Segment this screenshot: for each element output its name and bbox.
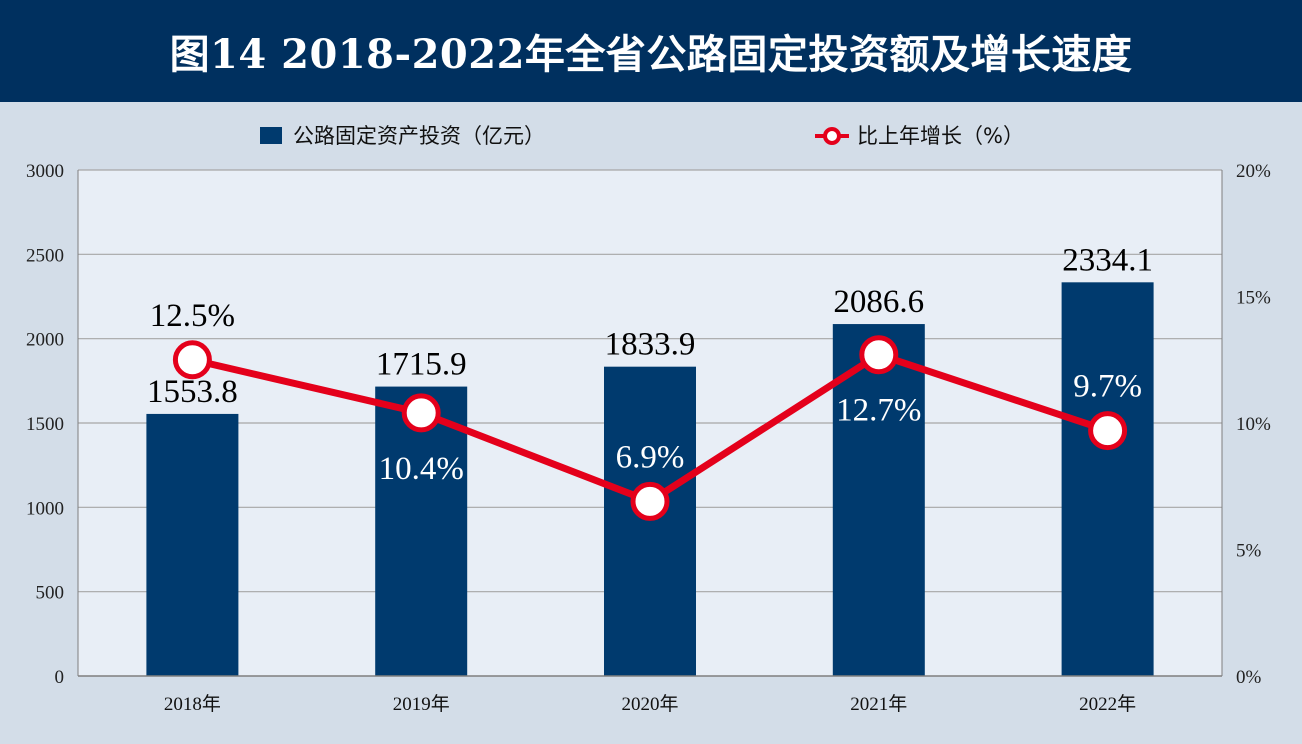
y-left-tick-label: 2000: [26, 330, 64, 351]
y-right-tick-label: 20%: [1236, 161, 1271, 182]
bar: [375, 386, 468, 676]
line-series: [172, 335, 1128, 521]
growth-marker: [401, 393, 441, 433]
growth-value-label: 9.7%: [1073, 369, 1142, 405]
legend-line-label: 比上年增长（%）: [857, 124, 1024, 148]
bar-value-label: 1553.8: [147, 374, 238, 410]
y-left-tick-label: 500: [36, 583, 65, 604]
axes: 0 500 1000 1500 2000 2500 3000 0% 5% 10% 15% 20% 201…: [26, 161, 1271, 715]
x-tick-label: 2022年: [1079, 693, 1136, 715]
legend-bar-swatch: [260, 127, 282, 144]
growth-value-label: 6.9%: [616, 439, 685, 475]
growth-value-label: 10.4%: [379, 451, 464, 487]
y-left-tick-label: 0: [55, 667, 65, 688]
data-labels: 1553.8 1715.9 1833.9 2086.6 2334.1 12.5% 10.4%…: [147, 242, 1153, 487]
bar-series: [146, 282, 1154, 676]
bar: [146, 413, 239, 676]
bar: [604, 366, 696, 676]
legend: 公路固定资产投资（亿元） 比上年增长（%）: [260, 124, 1024, 148]
y-left-tick-label: 2500: [26, 245, 64, 266]
bar-value-label: 1833.9: [605, 327, 696, 363]
growth-value-label: 12.7%: [836, 393, 921, 429]
y-right-tick-label: 0%: [1236, 667, 1262, 688]
y-left-tick-label: 3000: [26, 161, 64, 182]
growth-marker: [630, 481, 670, 521]
bar-value-label: 2086.6: [833, 284, 924, 320]
chart-area: 公路固定资产投资（亿元） 比上年增长（%） 1553.8 1715.9 1833.9…: [0, 102, 1302, 740]
bar-value-label: 2334.1: [1062, 242, 1153, 278]
bar-value-label: 1715.9: [376, 347, 467, 383]
x-tick-label: 2019年: [393, 693, 450, 715]
growth-marker: [859, 335, 899, 375]
chart-title: 图14 2018-2022年全省公路固定投资额及增长速度: [0, 0, 1302, 102]
growth-marker: [1088, 411, 1128, 451]
bar: [832, 324, 925, 676]
y-left-tick-label: 1000: [26, 498, 64, 519]
combo-chart: 公路固定资产投资（亿元） 比上年增长（%） 1553.8 1715.9 1833.9…: [26, 124, 1271, 715]
x-tick-label: 2021年: [850, 693, 907, 715]
y-left-tick-label: 1500: [26, 414, 64, 435]
growth-marker: [172, 340, 212, 380]
bar: [1061, 282, 1154, 676]
y-right-tick-label: 5%: [1236, 541, 1262, 562]
growth-value-label: 12.5%: [150, 298, 235, 334]
y-right-tick-label: 10%: [1236, 414, 1271, 435]
x-tick-label: 2018年: [164, 693, 221, 715]
y-right-tick-label: 15%: [1236, 288, 1271, 309]
x-tick-label: 2020年: [621, 693, 678, 715]
legend-line-marker: [823, 127, 841, 145]
legend-bar-label: 公路固定资产投资（亿元）: [293, 124, 545, 148]
